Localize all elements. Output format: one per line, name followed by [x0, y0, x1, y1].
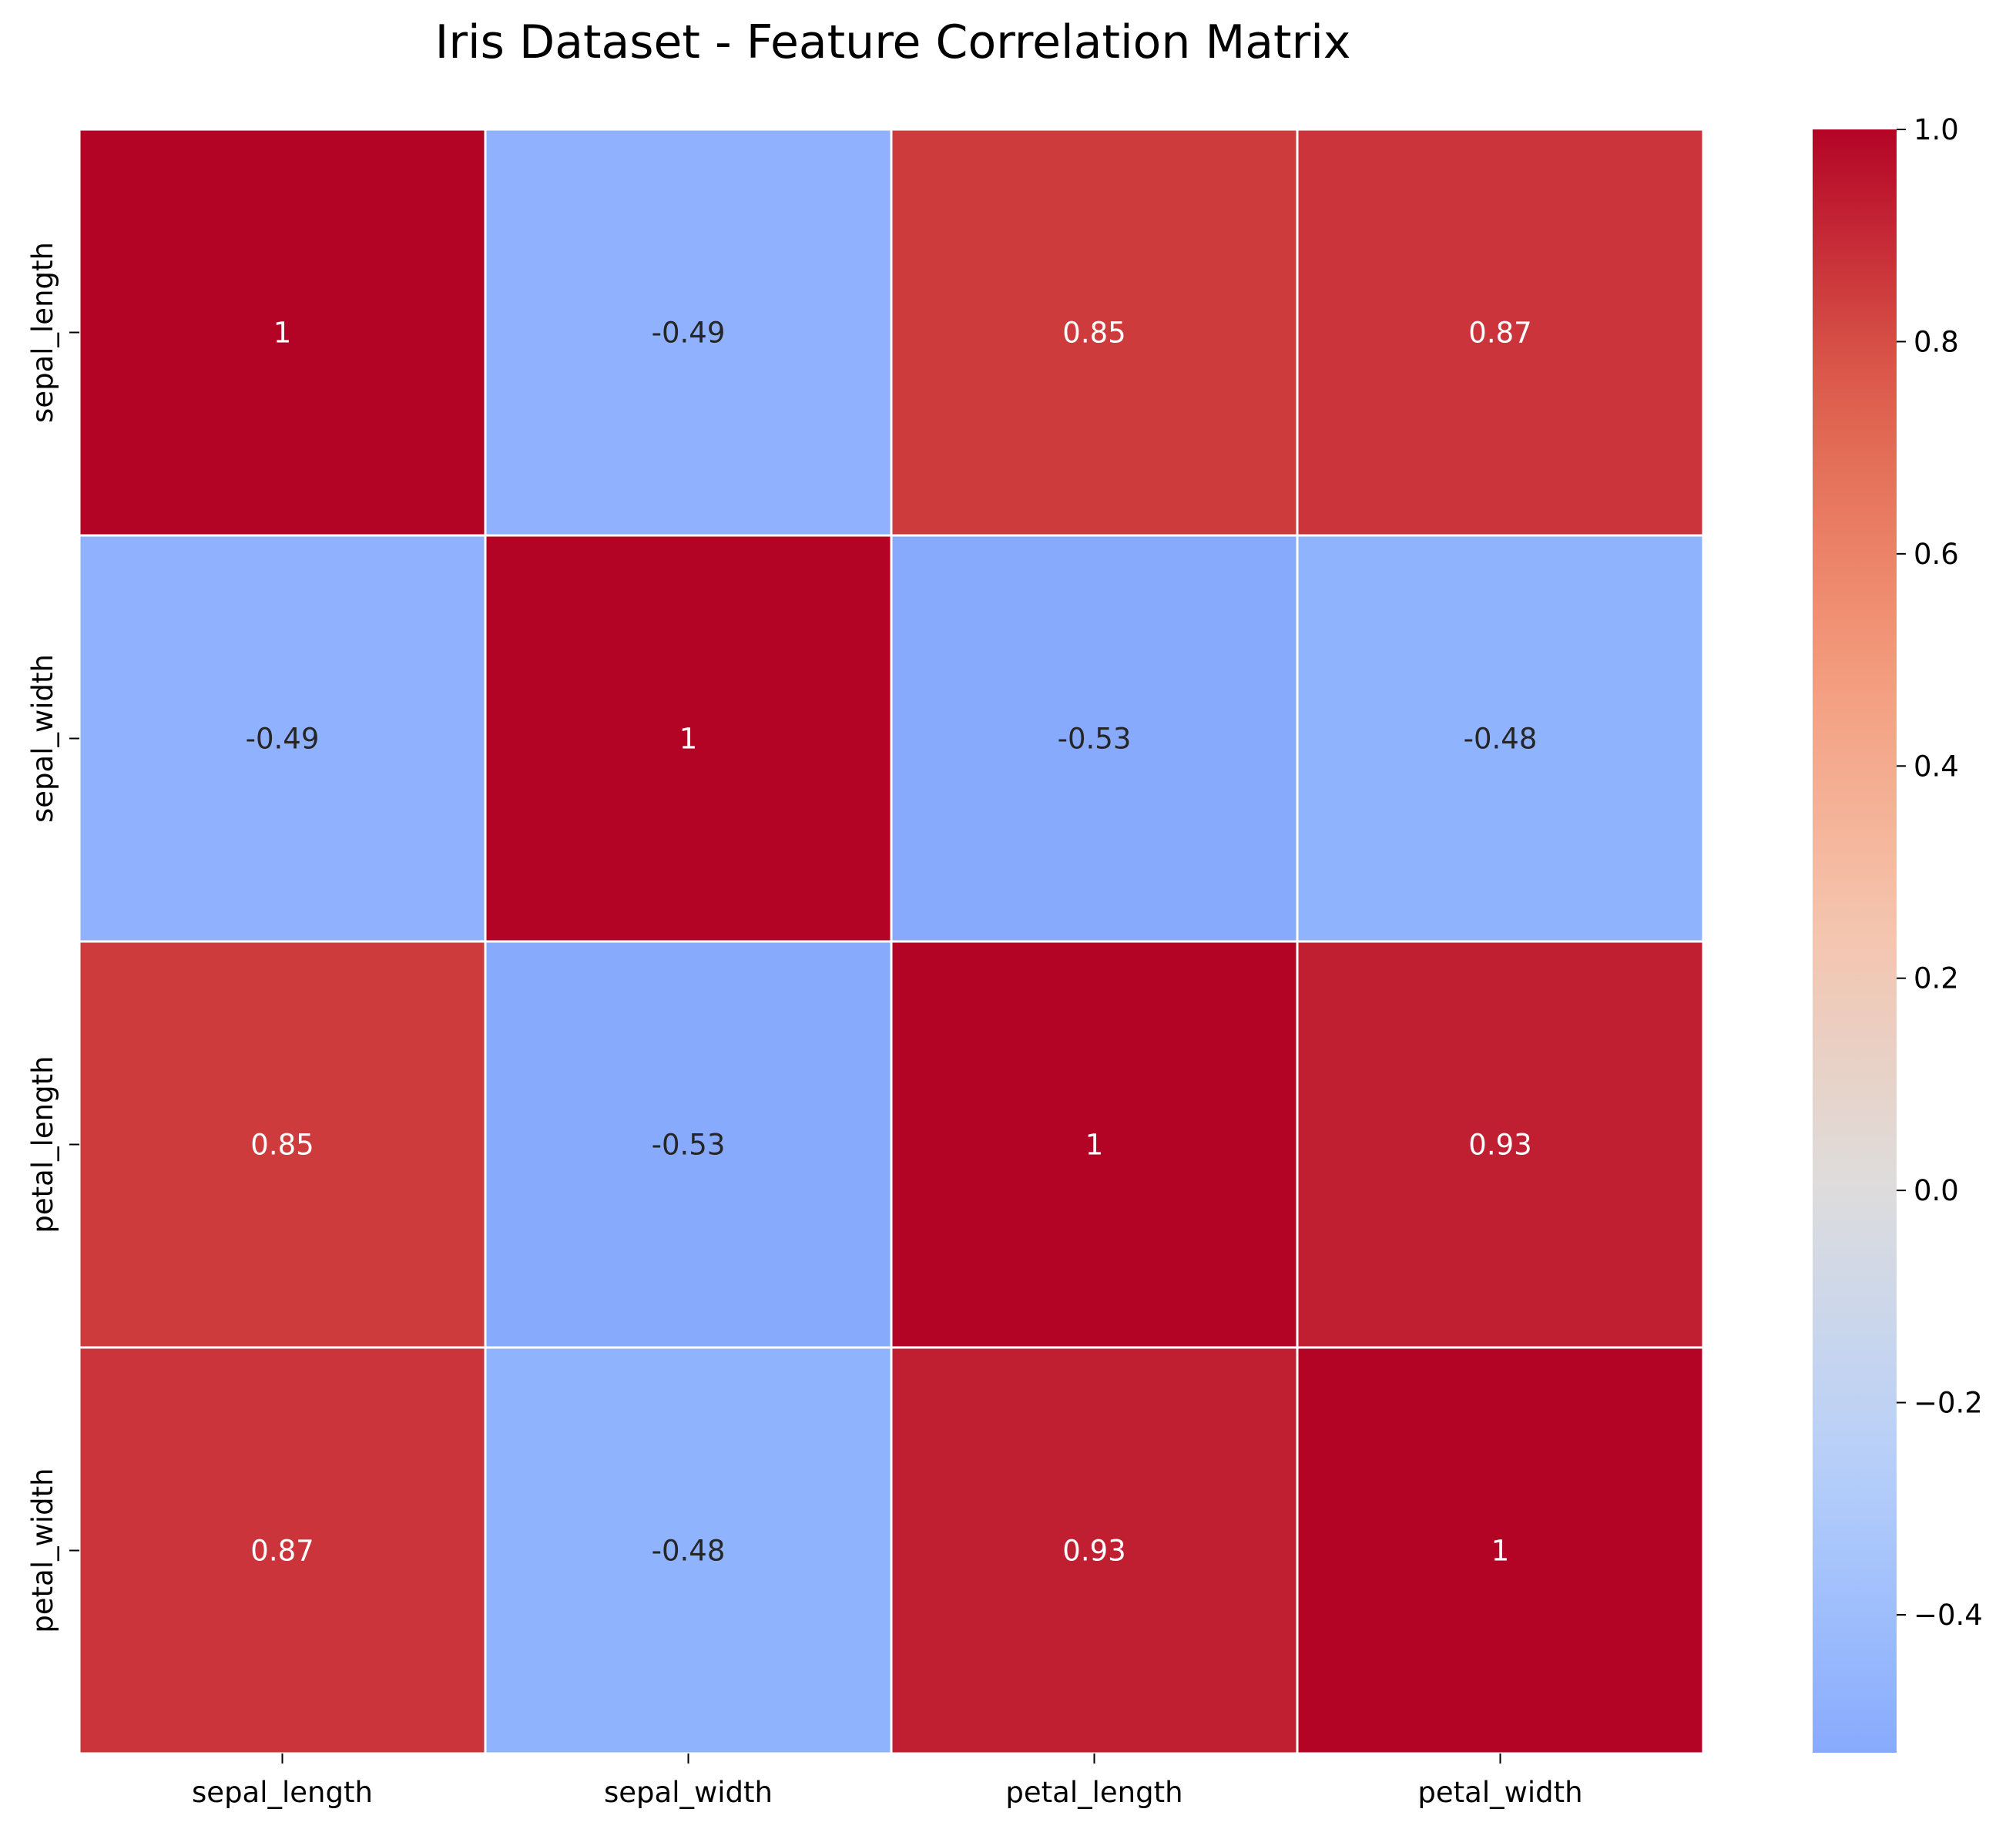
colorbar-tick-label: 0.0: [1914, 1174, 1959, 1207]
cell-value-label: -0.53: [652, 1129, 726, 1162]
cell-value-label: 0.87: [1468, 317, 1531, 350]
heatmap-cell: [484, 534, 893, 943]
heatmap-cell: [484, 128, 893, 537]
colorbar-tick-label: 0.8: [1914, 325, 1959, 358]
y-tick-label: petal_length: [26, 1055, 59, 1233]
cell-value-label: 0.85: [250, 1129, 314, 1162]
colorbar: 1.0 0.8 0.6 0.4 0.2 0.0 −0.2 −0.4: [1813, 113, 1983, 1753]
cell-value-label: -0.49: [652, 317, 726, 350]
colorbar-tick-label: 0.4: [1914, 750, 1959, 783]
x-tick-label: petal_width: [1417, 1776, 1582, 1809]
heatmap-cells: 1 -0.49 0.85 0.87 -0.49 1 -0.53 -0.48 0.85 -0.53 1…: [78, 128, 1705, 1755]
cell-value-label: -0.48: [1464, 723, 1538, 756]
heatmap-cell: [484, 940, 893, 1349]
cell-value-label: 0.93: [1468, 1129, 1531, 1162]
heatmap-cell: [78, 128, 487, 537]
heatmap-cell: [1296, 534, 1705, 943]
heatmap-cell: [1296, 1346, 1705, 1755]
colorbar-tick-label: −0.2: [1914, 1387, 1983, 1420]
cell-value-label: 0.85: [1062, 317, 1125, 350]
heatmap-cell: [890, 534, 1299, 943]
heatmap-cell: [1296, 940, 1705, 1349]
cell-value-label: 1: [273, 317, 292, 350]
heatmap-cell: [484, 1346, 893, 1755]
colorbar-tick-label: 0.6: [1914, 538, 1959, 571]
y-tick-label: sepal_width: [26, 654, 59, 823]
heatmap-cell: [78, 534, 487, 943]
y-tick-label: petal_width: [26, 1468, 59, 1633]
y-tick-label: sepal_length: [26, 242, 59, 423]
cell-value-label: 1: [1491, 1535, 1510, 1568]
x-axis: sepal_length sepal_width petal_length petal…: [192, 1753, 1583, 1809]
colorbar-tick-label: −0.4: [1914, 1599, 1983, 1632]
cell-value-label: -0.53: [1058, 723, 1132, 756]
heatmap-cell: [1296, 128, 1705, 537]
heatmap-cell: [890, 128, 1299, 537]
colorbar-gradient: [1813, 129, 1897, 1753]
cell-value-label: 1: [1085, 1129, 1104, 1162]
chart-title: Iris Dataset - Feature Correlation Matri…: [435, 15, 1351, 69]
x-tick-label: sepal_width: [604, 1776, 773, 1809]
cell-value-label: 0.87: [250, 1535, 314, 1568]
x-tick-label: sepal_length: [192, 1776, 373, 1809]
heatmap-cell: [890, 1346, 1299, 1755]
y-axis: sepal_length sepal_width petal_lengthpetal…: [26, 242, 79, 1633]
cell-value-label: -0.49: [246, 723, 320, 756]
heatmap-cell: [78, 1346, 487, 1755]
cell-value-label: 1: [679, 723, 698, 756]
cell-value-label: 0.93: [1062, 1535, 1125, 1568]
x-tick-label: petal_length: [1005, 1776, 1182, 1809]
colorbar-tick-label: 0.2: [1914, 962, 1959, 995]
colorbar-tick-label: 1.0: [1914, 113, 1959, 146]
cell-value-label: -0.48: [652, 1535, 726, 1568]
